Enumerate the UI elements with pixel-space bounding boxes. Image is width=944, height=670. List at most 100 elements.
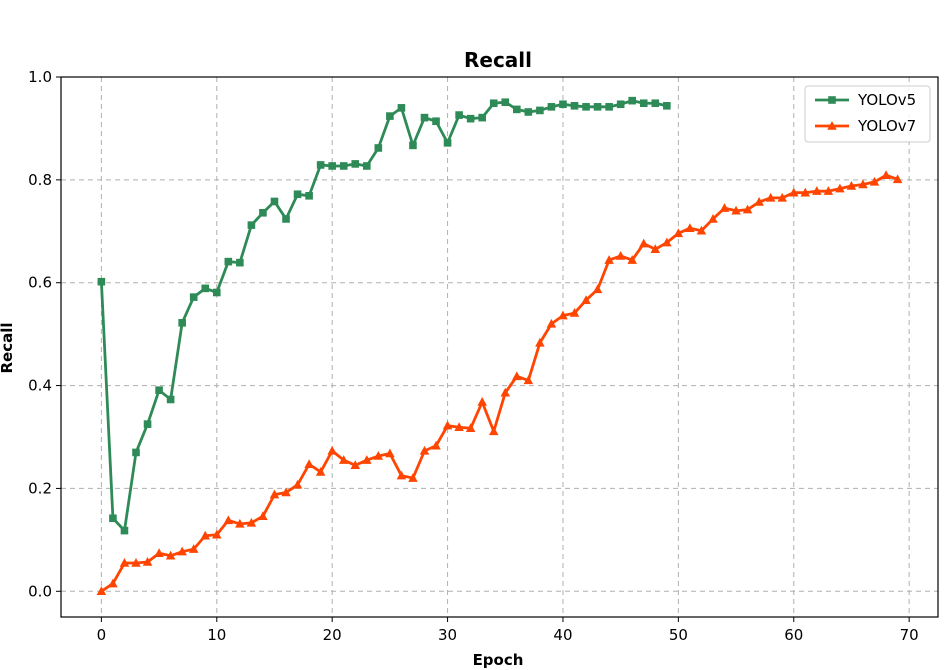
data-point-yolov7 (742, 204, 753, 214)
data-point-yolov5 (570, 102, 579, 110)
series-yolov5 (97, 96, 671, 535)
data-point-yolov7 (385, 448, 395, 458)
data-point-yolov5 (582, 103, 590, 111)
y-tick-label: 1.0 (28, 68, 52, 86)
legend-marker (827, 121, 837, 130)
legend-marker (828, 96, 836, 104)
data-point-yolov7 (142, 556, 153, 566)
chart-title: Recall (464, 48, 532, 72)
data-point-yolov7 (362, 455, 372, 464)
data-point-yolov5 (282, 215, 290, 223)
data-point-yolov7 (488, 426, 499, 436)
data-point-yolov5 (432, 117, 440, 126)
data-point-yolov5 (201, 284, 210, 293)
data-point-yolov5 (293, 190, 302, 199)
data-point-yolov7 (165, 550, 176, 560)
data-point-yolov5 (536, 106, 544, 115)
x-tick-label: 0 (97, 626, 107, 644)
data-point-yolov7 (258, 511, 268, 520)
data-point-yolov7 (292, 479, 303, 489)
data-point-yolov7 (638, 238, 649, 248)
data-point-yolov7 (327, 445, 337, 455)
data-point-yolov5 (628, 96, 637, 105)
data-point-yolov7 (685, 223, 695, 232)
x-tick-label: 30 (438, 626, 457, 644)
data-point-yolov7 (650, 244, 661, 254)
data-point-yolov7 (512, 371, 522, 381)
data-point-yolov5 (247, 221, 256, 229)
plot-area (96, 96, 903, 596)
y-axis: 0.0 0.2 0.4 0.6 0.8 1.0 (28, 68, 61, 600)
data-point-yolov7 (627, 255, 637, 264)
data-point-yolov5 (386, 112, 394, 120)
y-axis-label: Recall (0, 322, 16, 373)
data-point-yolov7 (200, 530, 210, 540)
data-point-yolov5 (501, 98, 510, 106)
data-point-yolov7 (419, 445, 430, 455)
data-point-yolov7 (719, 203, 730, 212)
data-point-yolov5 (397, 104, 406, 112)
data-point-yolov5 (478, 113, 486, 122)
y-tick-label: 0.8 (28, 171, 52, 189)
x-axis: 0 10 20 30 40 50 60 70 (97, 617, 919, 644)
y-tick-label: 0.6 (28, 274, 52, 292)
data-point-yolov7 (835, 183, 845, 193)
data-point-yolov7 (223, 515, 234, 525)
data-point-yolov7 (581, 295, 591, 304)
data-point-yolov5 (305, 192, 313, 200)
data-point-yolov7 (304, 459, 314, 469)
data-point-yolov5 (120, 526, 129, 535)
data-point-yolov5 (316, 161, 325, 169)
data-point-yolov7 (754, 196, 764, 206)
data-point-yolov7 (615, 250, 626, 260)
data-point-yolov5 (328, 162, 336, 170)
data-point-yolov5 (143, 420, 152, 428)
data-point-yolov7 (235, 518, 245, 528)
data-point-yolov7 (558, 310, 568, 320)
data-point-yolov7 (477, 397, 487, 406)
data-point-yolov5 (559, 100, 567, 109)
data-point-yolov7 (569, 308, 580, 317)
data-point-yolov5 (189, 293, 198, 301)
data-point-yolov7 (465, 423, 476, 433)
legend-label: YOLOv7 (857, 117, 916, 135)
x-tick-label: 50 (669, 626, 688, 644)
data-point-yolov5 (224, 257, 233, 266)
data-point-yolov7 (708, 213, 718, 223)
x-tick-label: 60 (784, 626, 803, 644)
legend-item-yolov7: YOLOv7 (815, 117, 916, 135)
data-point-yolov5 (593, 103, 602, 111)
data-point-yolov5 (547, 103, 556, 111)
data-point-yolov5 (236, 258, 244, 267)
data-point-yolov7 (777, 192, 787, 202)
data-point-yolov7 (789, 187, 799, 197)
data-point-yolov7 (812, 186, 822, 195)
data-point-yolov7 (604, 255, 614, 264)
data-point-yolov7 (546, 318, 557, 328)
data-point-yolov7 (823, 186, 834, 195)
legend-label: YOLOv5 (857, 91, 916, 109)
series-yolov7 (96, 170, 903, 596)
data-point-yolov7 (315, 466, 326, 476)
data-point-yolov5 (616, 100, 625, 109)
data-point-yolov5 (443, 139, 452, 147)
data-point-yolov5 (489, 99, 498, 108)
data-point-yolov7 (592, 284, 603, 294)
data-point-yolov7 (765, 192, 776, 202)
data-point-yolov5 (409, 141, 417, 150)
legend: YOLOv5 YOLOv7 (804, 85, 931, 143)
x-tick-label: 40 (553, 626, 572, 644)
y-tick-label: 0.2 (28, 479, 52, 497)
plot-frame (60, 76, 939, 618)
data-point-yolov7 (731, 205, 741, 215)
data-point-yolov5 (420, 113, 429, 122)
data-point-yolov7 (269, 489, 280, 499)
data-point-yolov7 (535, 337, 545, 347)
data-point-yolov5 (97, 277, 106, 286)
data-point-yolov7 (119, 558, 130, 567)
data-point-yolov7 (892, 174, 903, 184)
data-point-yolov5 (351, 160, 360, 168)
data-point-yolov7 (408, 473, 418, 482)
data-point-yolov7 (696, 225, 707, 235)
